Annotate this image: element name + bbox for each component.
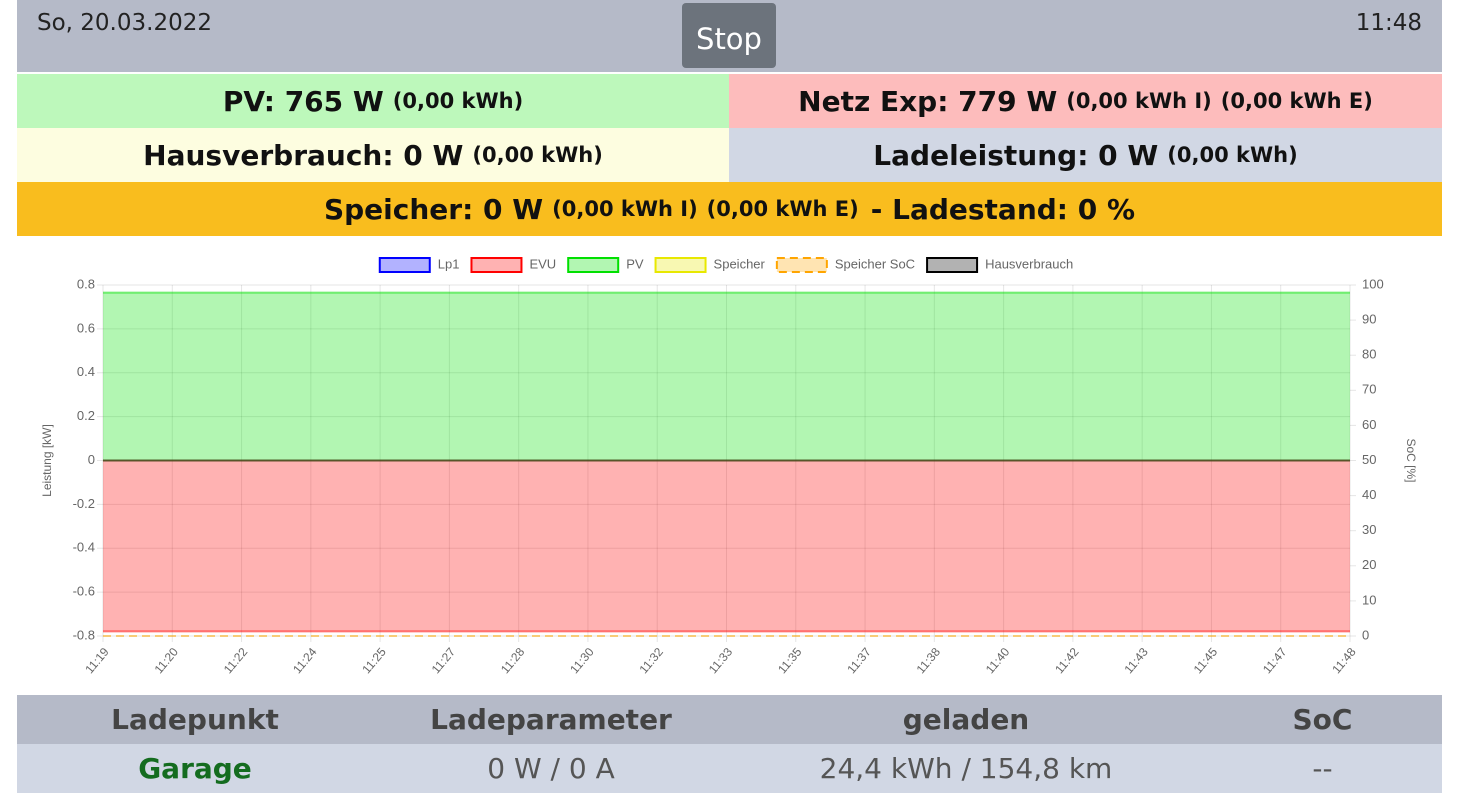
y2-tick-label: 70 [1362,382,1376,397]
x-tick-label: 11:28 [498,645,528,677]
column-header: Ladepunkt [111,703,279,736]
legend-label: Speicher [714,256,766,271]
y-tick-label: 0.6 [77,320,95,335]
pv-cell: PV: 765 W (0,00 kWh) [17,74,729,128]
speicher-cell: Speicher: 0 W (0,00 kWh I) (0,00 kWh E) - L… [17,182,1442,236]
lade-detail: (0,00 kWh) [1167,143,1298,167]
column-header: geladen [902,703,1030,736]
table-row: Garage 0 W / 0 A 24,4 kWh / 154,8 km -- [17,744,1442,793]
legend-swatch [926,257,979,273]
y2-tick-label: 0 [1362,627,1369,642]
y-tick-label: 0.8 [77,276,95,291]
pv-detail: (0,00 kWh) [392,89,524,113]
speicher-detail: (0,00 kWh E) [706,197,859,221]
stop-button[interactable]: Stop [682,3,776,68]
column-header: SoC [1292,703,1353,736]
area [103,460,1350,632]
y2-tick-label: 60 [1362,417,1376,432]
x-tick-label: 11:19 [82,645,112,677]
y-axis-title: Leistung [kW] [40,424,54,497]
x-tick-label: 11:35 [775,645,805,677]
table-header: Ladepunkt Ladeparameter geladen SoC [17,695,1442,744]
y2-tick-label: 40 [1362,487,1376,502]
x-tick-label: 11:45 [1191,645,1221,677]
legend-label: Hausverbrauch [985,256,1073,271]
x-tick-label: 11:33 [706,645,736,677]
y2-axis-title: SoC [%] [1404,438,1418,482]
y2-tick-label: 100 [1362,276,1384,291]
y2-tick-label: 90 [1362,312,1376,327]
cell: -- [1312,752,1333,785]
netz-detail: (0,00 kWh I) [1066,89,1212,113]
x-tick-label: 11:43 [1121,645,1151,677]
y2-tick-label: 30 [1362,522,1376,537]
legend-swatch [378,257,431,273]
netz-label: Netz Exp: 779 W [798,84,1058,118]
column-header: Ladeparameter [430,703,672,736]
x-tick-label: 11:24 [290,645,320,677]
x-tick-label: 11:32 [636,645,666,677]
chart: -0.8 -0.6 -0.4 -0.2 0 0.2 0.4 0.6 0.8 0 10 20 30 40 50… [40,256,1418,677]
netz-detail: (0,00 kWh E) [1220,89,1373,113]
lade-label: Ladeleistung: 0 W [873,138,1159,172]
y-tick-label: -0.8 [73,627,95,642]
y2-tick-label: 20 [1362,557,1376,572]
area [103,292,1350,461]
cell: Garage [138,752,252,785]
legend-swatch [567,257,620,273]
x-tick-label: 11:42 [1052,645,1082,677]
speicher-soc: - Ladestand: 0 % [870,192,1136,226]
y-tick-label: 0 [88,452,95,467]
date: So, 20.03.2022 [37,10,212,36]
y-tick-label: -0.4 [73,540,95,555]
x-tick-label: 11:37 [844,645,874,677]
legend-label: EVU [529,256,556,271]
legend: Lp1 EVU PV Speicher Speicher SoC Hausverbrauc… [378,256,1073,273]
lade-cell: Ladeleistung: 0 W (0,00 kWh) [729,128,1442,182]
speicher-label: Speicher: 0 W [323,192,544,226]
haus-detail: (0,00 kWh) [472,143,603,167]
cell: 24,4 kWh / 154,8 km [819,752,1113,785]
y-tick-label: 0.2 [77,408,95,423]
x-tick-label: 11:48 [1329,645,1359,677]
x-tick-label: 11:40 [983,645,1013,677]
x-tick-label: 11:25 [359,645,389,677]
legend-label: Lp1 [438,256,460,271]
y2-tick-label: 10 [1362,592,1376,607]
y-tick-label: -0.6 [73,584,95,599]
y-tick-label: 0.4 [77,364,95,379]
haus-label: Hausverbrauch: 0 W [143,138,464,172]
time: 11:48 [1355,10,1422,36]
haus-cell: Hausverbrauch: 0 W (0,00 kWh) [17,128,729,182]
cell: 0 W / 0 A [487,752,615,785]
x-tick-label: 11:20 [152,645,182,677]
speicher-detail: (0,00 kWh I) [552,197,698,221]
legend-swatch [654,257,707,273]
x-tick-label: 11:47 [1260,645,1290,677]
y-tick-label: -0.2 [73,496,95,511]
legend-swatch [775,257,828,273]
x-tick-label: 11:38 [914,645,944,677]
legend-label: PV [626,256,644,271]
y2-tick-label: 80 [1362,347,1376,362]
x-tick-label: 11:27 [429,645,459,677]
x-tick-label: 11:22 [221,645,251,677]
pv-label: PV: 765 W [222,84,384,118]
y2-tick-label: 50 [1362,452,1376,467]
x-tick-label: 11:30 [567,645,597,677]
legend-swatch [470,257,523,273]
header-bar: So, 20.03.2022 Stop 11:48 [17,0,1442,72]
legend-label: Speicher SoC [835,256,915,271]
netz-cell: Netz Exp: 779 W (0,00 kWh I) (0,00 kWh E) [729,74,1442,128]
